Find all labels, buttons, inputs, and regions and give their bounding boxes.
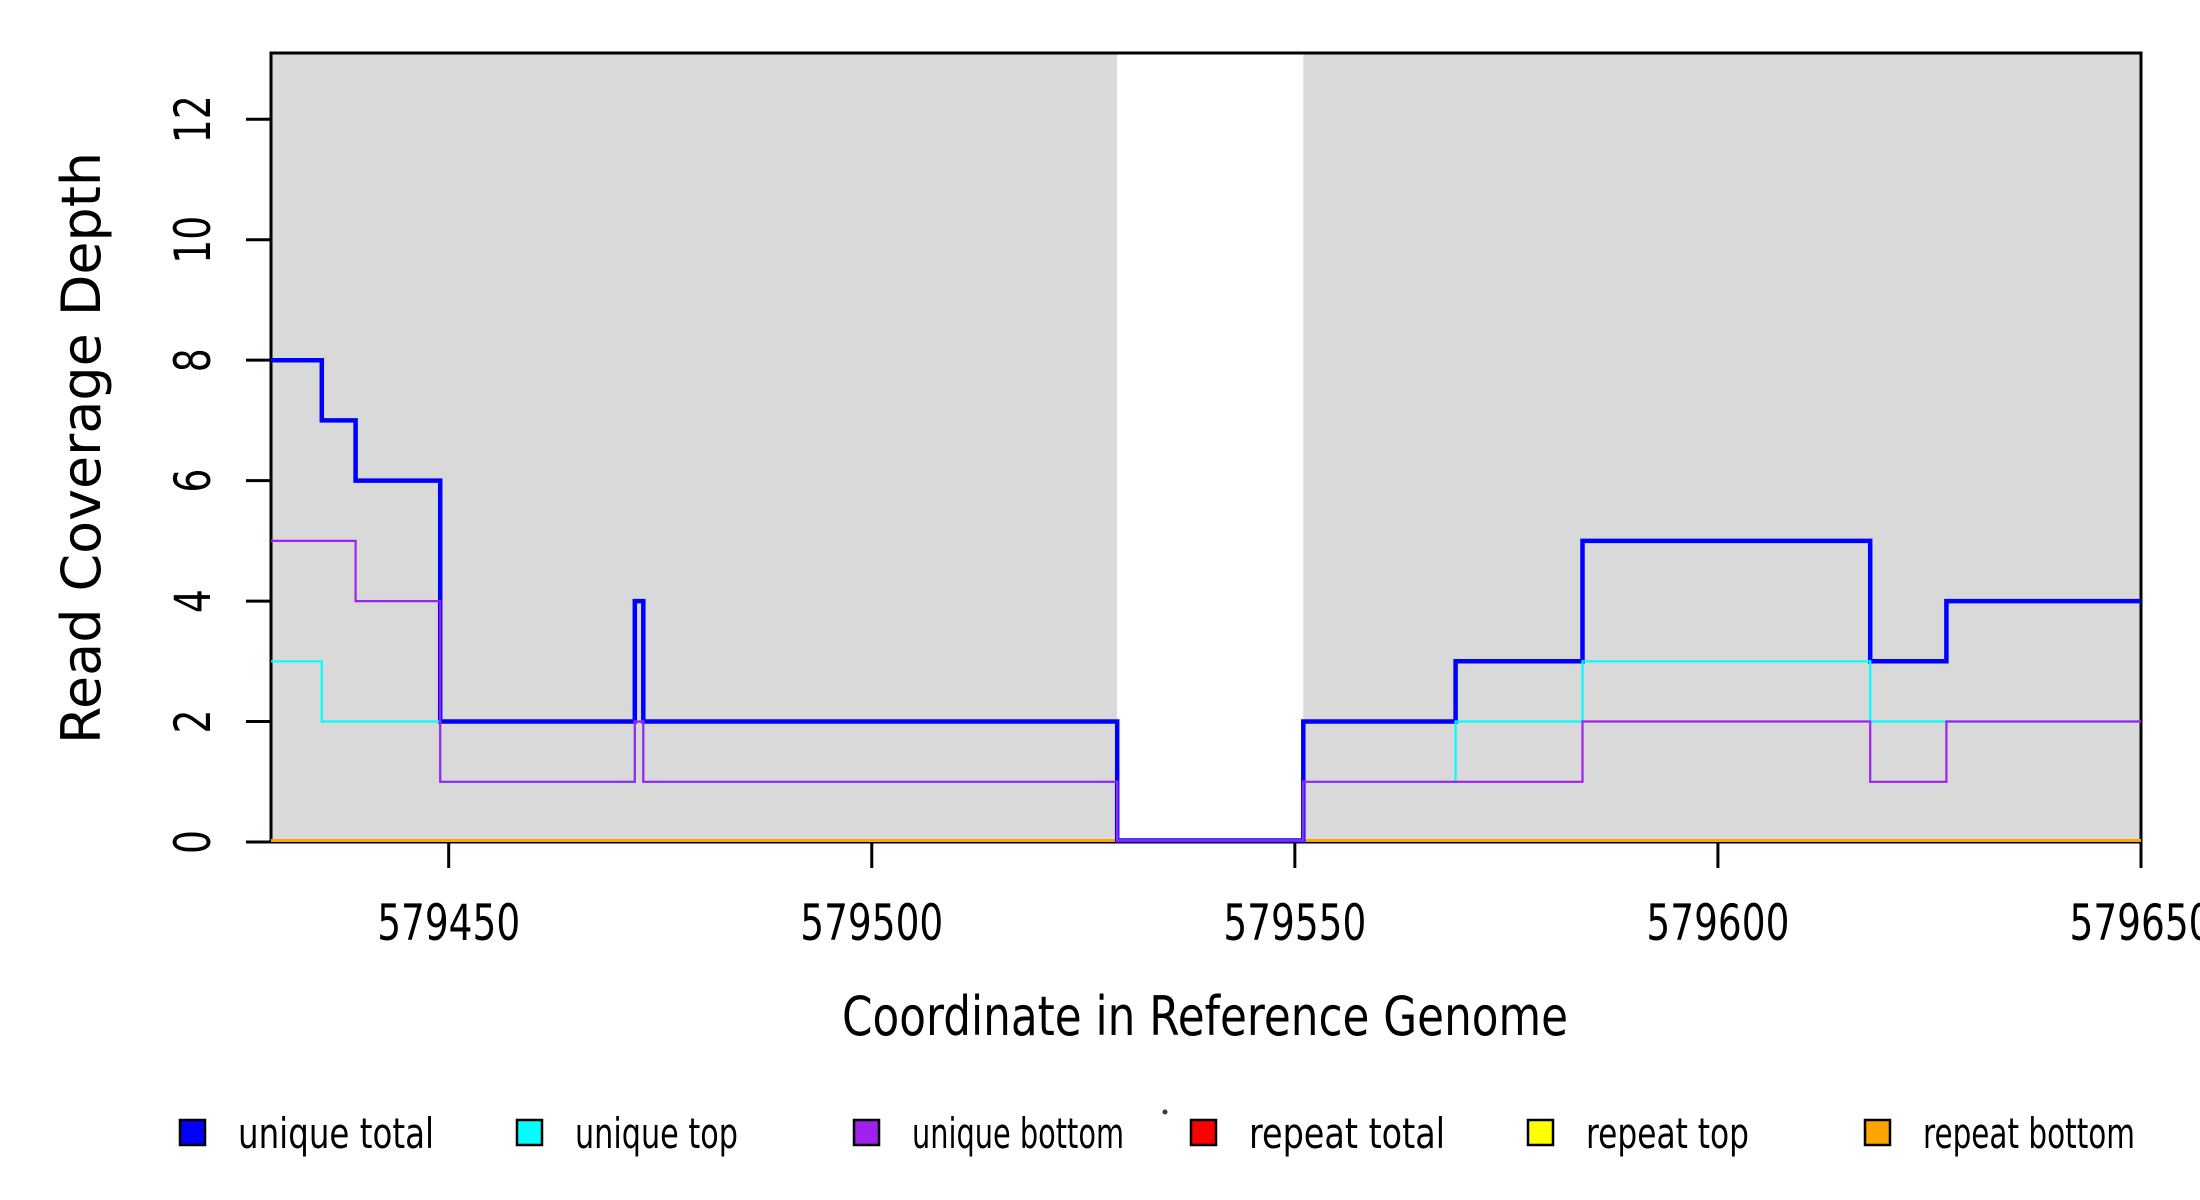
legend-label: repeat total bbox=[1249, 1109, 1445, 1158]
y-tick-label: 12 bbox=[164, 95, 222, 143]
x-tick-label: 579650 bbox=[2070, 894, 2200, 952]
y-tick-label-group: 12 bbox=[164, 95, 222, 143]
y-axis-title: Read Coverage Depth bbox=[50, 152, 113, 744]
y-axis: 0 2 4 6 8 10 12 bbox=[164, 95, 270, 854]
legend-label: unique top bbox=[575, 1109, 738, 1158]
x-axis-title: Coordinate in Reference Genome bbox=[842, 985, 1568, 1048]
legend-swatch-unique-top bbox=[515, 1118, 544, 1147]
background-regions bbox=[271, 53, 2141, 842]
legend-item-repeat-total: repeat total bbox=[1189, 1109, 1445, 1158]
legend-item-repeat-bottom: repeat bottom bbox=[1863, 1109, 2135, 1158]
legend-item-unique-bottom: unique bottom bbox=[852, 1109, 1124, 1158]
y-tick-label: 4 bbox=[164, 589, 222, 613]
gap-region bbox=[1117, 53, 1304, 842]
series-lines bbox=[271, 357, 2141, 843]
x-axis: 579450 579500 579550 579600 579650 bbox=[377, 843, 2200, 952]
legend-label: repeat bottom bbox=[1923, 1109, 2135, 1158]
y-tick-label: 2 bbox=[164, 710, 222, 734]
y-tick-label: 0 bbox=[164, 830, 222, 854]
x-tick-label: 579500 bbox=[800, 894, 943, 952]
y-tick-label: 10 bbox=[164, 216, 222, 264]
legend-label: unique bottom bbox=[912, 1109, 1124, 1158]
stray-dot bbox=[1162, 1109, 1168, 1115]
y-tick-label-group: 10 bbox=[164, 216, 222, 264]
legend-item-unique-top: unique top bbox=[515, 1109, 738, 1158]
x-tick-label: 579600 bbox=[1646, 894, 1789, 952]
y-tick-label-group: 2 bbox=[164, 710, 222, 734]
legend-label: unique total bbox=[238, 1109, 434, 1158]
legend-item-unique-total: unique total bbox=[178, 1109, 434, 1158]
y-tick-label-group: 0 bbox=[164, 830, 222, 854]
series-unique-bottom bbox=[271, 539, 2141, 842]
x-tick-label: 579550 bbox=[1223, 894, 1366, 952]
legend-swatch-unique-bottom bbox=[852, 1118, 881, 1147]
aligned-region-left bbox=[271, 53, 1118, 842]
legend-swatch-repeat-top bbox=[1526, 1118, 1555, 1147]
legend-swatch-repeat-bottom bbox=[1863, 1118, 1892, 1147]
legend: unique total unique top unique bottom repea… bbox=[178, 1109, 2135, 1158]
y-tick-label-group: 6 bbox=[164, 469, 222, 493]
aligned-region-right bbox=[1303, 53, 2141, 842]
legend-swatch-unique-total bbox=[178, 1118, 207, 1147]
y-axis-title-group: Read Coverage Depth bbox=[50, 152, 113, 744]
y-tick-label-group: 4 bbox=[164, 589, 222, 613]
y-tick-label: 6 bbox=[164, 469, 222, 493]
legend-item-repeat-top: repeat top bbox=[1526, 1109, 1749, 1158]
legend-label: repeat top bbox=[1586, 1109, 1749, 1158]
x-tick-label: 579450 bbox=[377, 894, 520, 952]
y-tick-label-group: 8 bbox=[164, 348, 222, 372]
legend-swatch-repeat-total bbox=[1189, 1118, 1218, 1147]
y-tick-label: 8 bbox=[164, 348, 222, 372]
